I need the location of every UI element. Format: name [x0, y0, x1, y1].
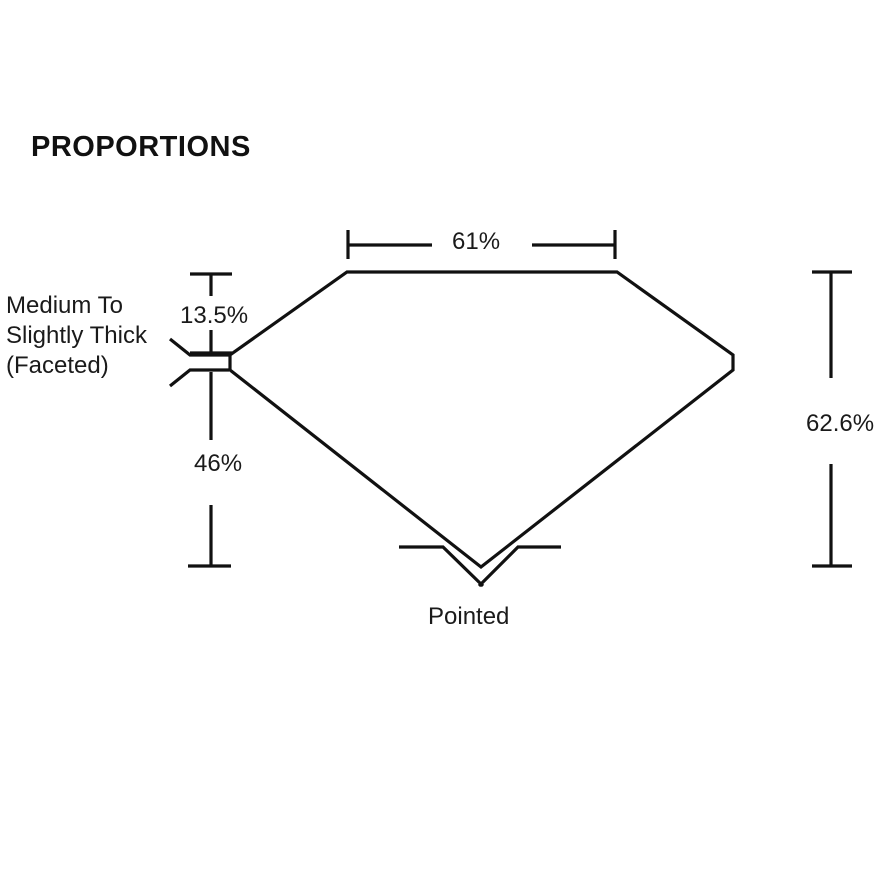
girdle-band-leaders — [169, 337, 229, 388]
total-depth-dimension — [812, 270, 852, 568]
girdle-label-line-1: Medium To — [6, 292, 123, 319]
diamond-crown-outline — [228, 270, 735, 570]
table-percent-label: 61% — [452, 228, 501, 255]
pavilion-depth-dimension — [188, 372, 231, 568]
girdle-label-line-3: (Faceted) — [6, 352, 109, 379]
page-title: PROPORTIONS — [31, 131, 251, 163]
total-depth-percent-label: 62.6% — [806, 410, 875, 437]
table-width-dimension — [346, 230, 617, 259]
culet-label: Pointed — [428, 603, 510, 630]
culet-leader-lines — [399, 545, 561, 588]
pavilion-percent-label: 46% — [194, 450, 243, 477]
girdle-thickness-label: Medium To Slightly Thick (Faceted) — [6, 291, 147, 381]
crown-percent-label: 13.5% — [180, 302, 249, 329]
crown-height-dimension — [190, 272, 232, 355]
girdle-label-line-2: Slightly Thick — [6, 322, 147, 349]
